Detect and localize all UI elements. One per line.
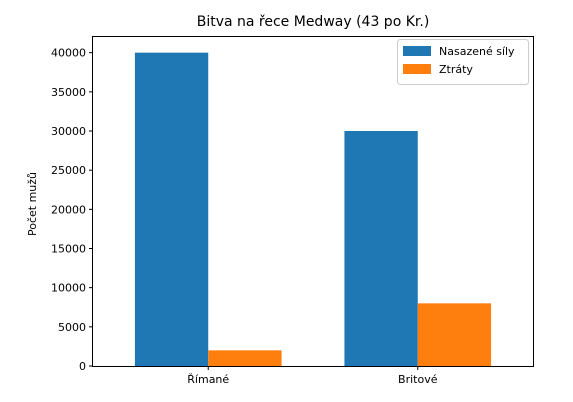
y-tick-label: 5000 (58, 321, 86, 334)
y-tick-label: 10000 (51, 282, 86, 295)
legend-label: Nasazené síly (439, 45, 515, 58)
bars-group (134, 52, 492, 367)
bar-losses-1 (417, 303, 492, 366)
x-tick-label: Římané (187, 373, 229, 386)
y-tick-label: 25000 (51, 164, 86, 177)
x-tick-label: Britové (398, 373, 438, 386)
legend-swatch (403, 64, 431, 74)
x-axis: Římané Britové (187, 366, 438, 386)
legend-swatch (403, 46, 431, 56)
y-tick-label: 35000 (51, 86, 86, 99)
y-tick-label: 0 (79, 360, 86, 373)
plot-frame (92, 36, 534, 367)
y-tick-label: 15000 (51, 243, 86, 256)
bar-deployed-1 (344, 131, 418, 366)
legend-label: Ztráty (439, 63, 473, 76)
y-tick-label: 40000 (51, 47, 86, 60)
chart-title: Bitva na řece Medway (43 po Kr.) (197, 14, 430, 30)
y-tick-label: 30000 (51, 125, 86, 138)
y-axis: 0 5000 10000 15000 20000 25000 30000 35000 40000 (51, 47, 93, 373)
bar-deployed-0 (134, 52, 209, 367)
legend: Nasazené síly Ztráty (397, 39, 529, 85)
y-tick-label: 20000 (51, 203, 86, 216)
y-axis-label: Počet mužů (26, 172, 39, 236)
bar-losses-0 (208, 350, 282, 366)
